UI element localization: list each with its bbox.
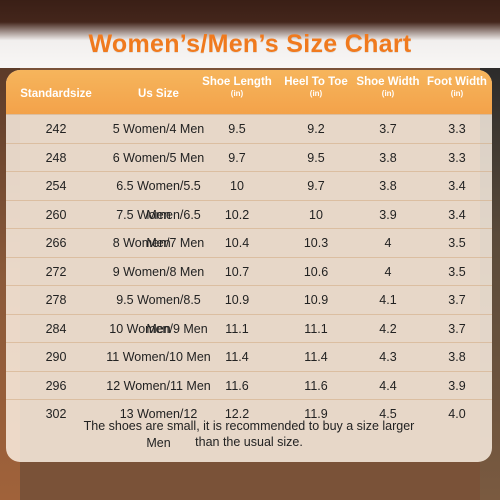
cell-heel-to-toe: 9.7: [307, 179, 325, 193]
cell-heel-to-toe: 11.6: [304, 378, 328, 393]
cell-foot-width: 3.7: [448, 321, 466, 336]
cell-us-size: 6 Women/5 Men: [112, 150, 205, 165]
table-row: 296 12 Women/11 Men 11.6 11.6 4.4 3.9: [6, 370, 492, 401]
table-row: 266 8 Women/7 Men 10.4 10.3 4 3.5: [6, 228, 492, 258]
cell-us-size: 9.5 Women/8.5 Men: [116, 293, 201, 336]
cell-standardsize: 260: [45, 207, 67, 222]
table-row: 284 10 Women/9 Men 11.1 11.1 4.2 3.7: [6, 313, 492, 344]
page-title: Women’s/Men’s Size Chart: [88, 30, 412, 58]
table-row: 290 11 Women/10 Men 11.4 11.4 4.3 3.8: [6, 342, 492, 372]
cell-heel-to-toe: 11.9: [304, 407, 328, 421]
cell-us-size: 13 Women/12 Men: [119, 407, 198, 450]
cell-foot-width: 3.5: [448, 236, 466, 250]
cell-shoe-width: 3.9: [379, 207, 397, 222]
cell-standardsize: 248: [45, 150, 67, 165]
sizing-note-line-2: than the usual size.: [195, 435, 303, 449]
cell-shoe-length: 10.7: [224, 264, 250, 279]
cell-shoe-length: 10.2: [224, 207, 250, 222]
cell-shoe-length: 10.4: [224, 236, 250, 250]
header-shoe-length: Shoe Length (in): [202, 76, 272, 98]
header-us-size: Us Size: [138, 88, 179, 100]
cell-shoe-width: 4.2: [379, 321, 397, 336]
header-shoe-width: Shoe Width (in): [356, 76, 420, 98]
cell-standardsize: 242: [45, 122, 67, 136]
cell-shoe-width: 4.3: [379, 350, 397, 364]
cell-shoe-length: 11.4: [225, 350, 249, 364]
cell-shoe-length: 11.6: [225, 378, 249, 393]
cell-shoe-width: 4.1: [379, 293, 397, 307]
table-row: 242 5 Women/4 Men 9.5 9.2 3.7 3.3: [6, 114, 492, 144]
cell-standardsize: 290: [45, 350, 67, 364]
cell-shoe-length: 11.1: [225, 321, 249, 336]
cell-shoe-length: 10: [230, 179, 244, 193]
cell-foot-width: 3.9: [448, 378, 466, 393]
cell-foot-width: 3.7: [448, 293, 466, 307]
cell-shoe-width: 3.7: [379, 122, 397, 136]
cell-foot-width: 4.0: [448, 407, 466, 421]
cell-standardsize: 296: [45, 378, 67, 393]
cell-us-size: 6.5 Women/5.5 Men: [116, 179, 201, 222]
header-foot-width: Foot Width (in): [427, 76, 487, 98]
table-header-row: Standardsize Us Size Shoe Length (in) He…: [6, 70, 492, 114]
table-row: 260 7.5 Women/6.5 Men 10.2 10 3.9 3.4: [6, 199, 492, 251]
cell-standardsize: 272: [45, 264, 67, 279]
cell-foot-width: 3.5: [448, 264, 466, 279]
size-chart-table: Standardsize Us Size Shoe Length (in) He…: [6, 70, 492, 462]
sizing-note-line-1: The shoes are small, it is recommended t…: [83, 419, 415, 433]
cell-standardsize: 254: [45, 179, 67, 193]
header-heel-to-toe: Heel To Toe (in): [284, 76, 348, 98]
cell-shoe-length: 9.7: [228, 150, 246, 165]
cell-foot-width: 3.4: [448, 207, 466, 222]
cell-heel-to-toe: 10.9: [303, 293, 329, 307]
cell-standardsize: 302: [45, 407, 67, 421]
cell-foot-width: 3.3: [448, 122, 466, 136]
cell-shoe-length: 9.5: [228, 122, 246, 136]
cell-us-size: 12 Women/11 Men: [106, 378, 211, 393]
cell-heel-to-toe: 10: [309, 207, 323, 222]
cell-shoe-width: 4: [384, 236, 392, 250]
table-row: 254 6.5 Women/5.5 Men 10 9.7 3.8 3.4: [6, 171, 492, 222]
cell-heel-to-toe: 11.4: [304, 350, 328, 364]
cell-standardsize: 278: [45, 293, 67, 307]
cell-shoe-width: 4: [384, 264, 392, 279]
cell-shoe-width: 3.8: [379, 179, 397, 193]
table-row: 278 9.5 Women/8.5 Men 10.9 10.9 4.1 3.7: [6, 285, 492, 336]
cell-us-size: 9 Women/8 Men: [112, 264, 205, 279]
cell-us-size: 8 Women/7 Men: [112, 236, 205, 250]
cell-standardsize: 284: [45, 321, 67, 336]
cell-shoe-width: 4.5: [379, 407, 397, 421]
cell-heel-to-toe: 9.2: [307, 122, 325, 136]
cell-foot-width: 3.8: [448, 350, 466, 364]
cell-us-size: 11 Women/10 Men: [106, 350, 211, 364]
header-standardsize: Standardsize: [20, 88, 92, 100]
cell-foot-width: 3.3: [448, 150, 466, 165]
table-row: 302 13 Women/12 Men 12.2 11.9 4.5 4.0: [6, 399, 492, 450]
cell-us-size: 10 Women/9 Men: [109, 321, 208, 336]
cell-foot-width: 3.4: [448, 179, 466, 193]
cell-heel-to-toe: 10.3: [303, 236, 329, 250]
title-band: [0, 22, 500, 68]
cell-standardsize: 266: [45, 236, 67, 250]
table-row: 248 6 Women/5 Men 9.7 9.5 3.8 3.3: [6, 142, 492, 173]
cell-us-size: 7.5 Women/6.5 Men: [116, 207, 201, 251]
cell-heel-to-toe: 11.1: [304, 321, 328, 336]
cell-shoe-width: 3.8: [379, 150, 397, 165]
cell-shoe-width: 4.4: [379, 378, 397, 393]
sizing-note: The shoes are small, it is recommended t…: [6, 418, 492, 450]
cell-shoe-length: 10.9: [224, 293, 250, 307]
cell-us-size: 5 Women/4 Men: [112, 122, 205, 136]
cell-heel-to-toe: 9.5: [307, 150, 325, 165]
table-row: 272 9 Women/8 Men 10.7 10.6 4 3.5: [6, 256, 492, 287]
cell-heel-to-toe: 10.6: [303, 264, 329, 279]
cell-shoe-length: 12.2: [224, 407, 250, 421]
